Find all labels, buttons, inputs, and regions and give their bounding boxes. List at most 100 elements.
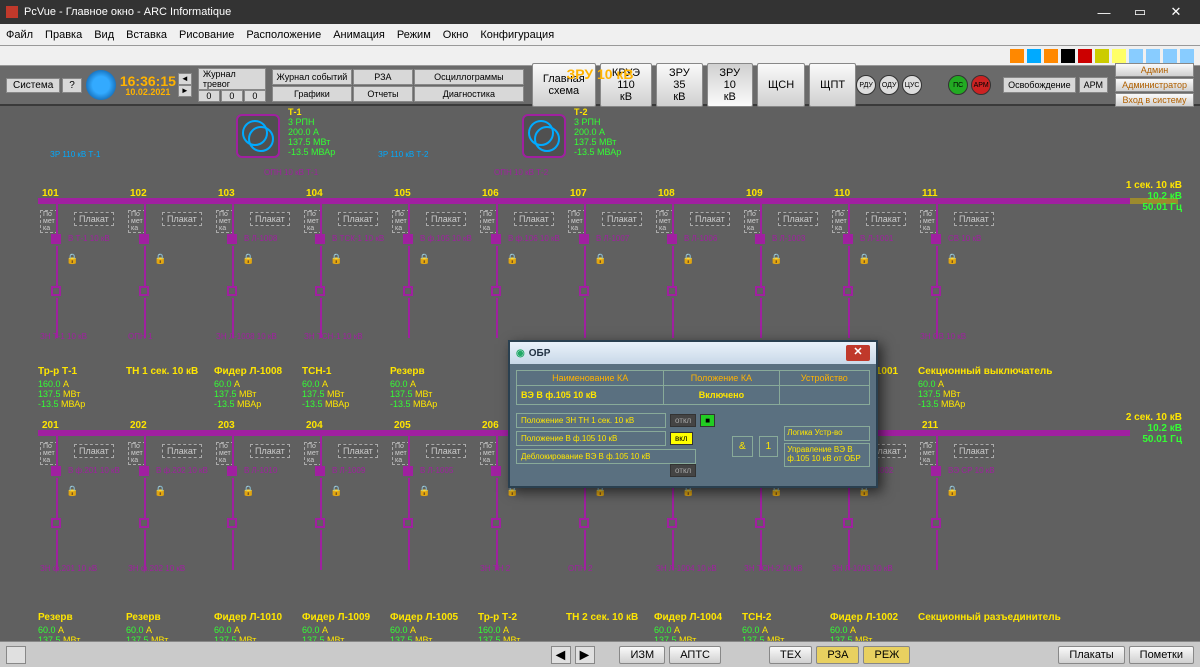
switch-open[interactable]: [227, 286, 237, 296]
feeder-cell[interactable]: 202 Пометка Плакат В ф.202 10 кВ 🔒 ЗН ф.…: [126, 436, 214, 656]
close-button[interactable]: ✕: [1158, 0, 1194, 24]
switch-open[interactable]: [667, 518, 677, 528]
izm-button[interactable]: ИЗМ: [619, 646, 665, 664]
switch-open[interactable]: [755, 518, 765, 528]
menu-layout[interactable]: Расположение: [246, 29, 321, 41]
plakat-box[interactable]: Плакат: [74, 444, 114, 458]
switch-closed[interactable]: [491, 234, 501, 244]
plakat-box[interactable]: Плакат: [74, 212, 114, 226]
zoom-fit-icon[interactable]: [1163, 49, 1177, 63]
feeder-cell[interactable]: 204 Пометка Плакат В Л-1009 🔒 Фидер Л-10…: [302, 436, 390, 656]
switch-closed[interactable]: [491, 466, 501, 476]
switch-open[interactable]: [403, 518, 413, 528]
feeder-cell[interactable]: 203 Пометка Плакат В Л-1010 🔒 Фидер Л-10…: [214, 436, 302, 656]
menu-insert[interactable]: Вставка: [126, 29, 167, 41]
transformer-t2[interactable]: [522, 114, 566, 158]
feeder-cell[interactable]: 211 Пометка Плакат ВЭ СР 10 кВ 🔒 Секцион…: [918, 436, 1006, 656]
dialog-close-button[interactable]: ✕: [846, 345, 870, 361]
plakat-box[interactable]: Плакат: [250, 212, 290, 226]
rza-button[interactable]: РЗА: [353, 69, 413, 85]
rezh-button[interactable]: РЕЖ: [863, 646, 910, 664]
switch-closed[interactable]: [755, 234, 765, 244]
apts-button[interactable]: АПТС: [669, 646, 721, 664]
switch-open[interactable]: [315, 518, 325, 528]
switch-closed[interactable]: [931, 466, 941, 476]
switch-open[interactable]: [51, 518, 61, 528]
feeder-cell[interactable]: 103 Пометка Плакат В Л-1008 🔒 ЗН Л-1008 …: [214, 204, 302, 424]
zoom-out-icon[interactable]: [1146, 49, 1160, 63]
switch-closed[interactable]: [579, 234, 589, 244]
plakat-box[interactable]: Плакат: [338, 444, 378, 458]
minimize-button[interactable]: —: [1086, 0, 1122, 24]
switch-closed[interactable]: [315, 466, 325, 476]
switch-closed[interactable]: [51, 234, 61, 244]
transformer-t1[interactable]: [236, 114, 280, 158]
help-icon[interactable]: [1180, 49, 1194, 63]
tool-icon[interactable]: [1095, 49, 1109, 63]
switch-open[interactable]: [491, 518, 501, 528]
feeder-cell[interactable]: 111 Пометка Плакат СВ 10 кВ 🔒 ЗН СВ 10 к…: [918, 204, 1006, 424]
menu-view[interactable]: Вид: [94, 29, 114, 41]
menu-anim[interactable]: Анимация: [333, 29, 385, 41]
plakat-box[interactable]: Плакат: [954, 212, 994, 226]
switch-closed[interactable]: [227, 466, 237, 476]
switch-open[interactable]: [843, 518, 853, 528]
plakat-box[interactable]: Плакат: [514, 212, 554, 226]
switch-open[interactable]: [579, 286, 589, 296]
switch-closed[interactable]: [403, 234, 413, 244]
tool-icon[interactable]: [1061, 49, 1075, 63]
pometki-button[interactable]: Пометки: [1129, 646, 1194, 664]
menu-edit[interactable]: Правка: [45, 29, 82, 41]
switch-closed[interactable]: [51, 466, 61, 476]
tool-icon[interactable]: [1044, 49, 1058, 63]
tool-icon[interactable]: [1112, 49, 1126, 63]
switch-closed[interactable]: [667, 234, 677, 244]
status-icon[interactable]: [6, 646, 26, 664]
switch-closed[interactable]: [315, 234, 325, 244]
feeder-cell[interactable]: 105 Пометка Плакат В ф.105 10 кВ 🔒 Резер…: [390, 204, 478, 424]
plakat-box[interactable]: Плакат: [690, 212, 730, 226]
nav-back-button[interactable]: ◄: [178, 73, 192, 85]
switch-open[interactable]: [755, 286, 765, 296]
nav-left[interactable]: ◄: [551, 646, 571, 664]
feeder-cell[interactable]: 201 Пометка Плакат В ф.201 10 кВ 🔒 ЗН ф.…: [38, 436, 126, 656]
plakat-box[interactable]: Плакат: [602, 212, 642, 226]
plakat-box[interactable]: Плакат: [426, 212, 466, 226]
menu-window[interactable]: Окно: [443, 29, 469, 41]
tool-icon[interactable]: [1027, 49, 1041, 63]
switch-open[interactable]: [51, 286, 61, 296]
plakat-box[interactable]: Плакат: [338, 212, 378, 226]
menu-file[interactable]: Файл: [6, 29, 33, 41]
tool-icon[interactable]: [1010, 49, 1024, 63]
switch-open[interactable]: [139, 286, 149, 296]
maximize-button[interactable]: ▭: [1122, 0, 1158, 24]
plakat-box[interactable]: Плакат: [250, 444, 290, 458]
switch-closed[interactable]: [139, 234, 149, 244]
menu-mode[interactable]: Режим: [397, 29, 431, 41]
plakat-box[interactable]: Плакат: [954, 444, 994, 458]
tool-icon[interactable]: [1078, 49, 1092, 63]
osc-button[interactable]: Осциллограммы: [414, 69, 524, 85]
switch-open[interactable]: [403, 286, 413, 296]
feeder-cell[interactable]: 104 Пометка Плакат В ТСК-1 10 кВ 🔒 ЗН ТС…: [302, 204, 390, 424]
teh-button[interactable]: ТЕХ: [769, 646, 812, 664]
switch-open[interactable]: [491, 286, 501, 296]
plakat-box[interactable]: Плакат: [162, 444, 202, 458]
rza-button[interactable]: РЗА: [816, 646, 859, 664]
plakat-box[interactable]: Плакат: [866, 212, 906, 226]
feeder-cell[interactable]: 205 Пометка Плакат В Л-1005 🔒 Фидер Л-10…: [390, 436, 478, 656]
nav-right[interactable]: ►: [575, 646, 595, 664]
switch-open[interactable]: [227, 518, 237, 528]
switch-open[interactable]: [315, 286, 325, 296]
feeder-cell[interactable]: 102 Пометка Плакат 🔒 ОПН 1 ТН 1 сек. 10 …: [126, 204, 214, 424]
plakat-box[interactable]: Плакат: [162, 212, 202, 226]
switch-open[interactable]: [931, 518, 941, 528]
switch-closed[interactable]: [403, 466, 413, 476]
plakat-box[interactable]: Плакат: [778, 212, 818, 226]
switch-open[interactable]: [843, 286, 853, 296]
switch-open[interactable]: [931, 286, 941, 296]
plakat-box[interactable]: Плакат: [426, 444, 466, 458]
feeder-cell[interactable]: 101 Пометка Плакат В Т-1 10 кВ 🔒 ЗН Т-1 …: [38, 204, 126, 424]
menu-draw[interactable]: Рисование: [179, 29, 234, 41]
switch-open[interactable]: [579, 518, 589, 528]
